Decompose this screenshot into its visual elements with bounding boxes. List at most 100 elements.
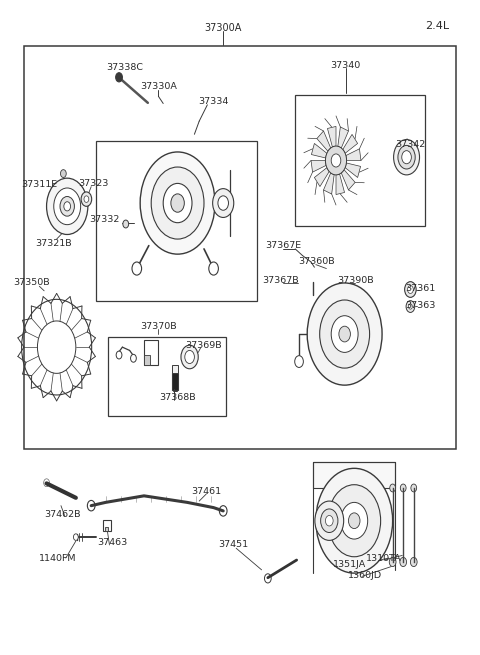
Text: 1310TA: 1310TA [366,553,402,563]
Text: 1140FM: 1140FM [39,553,76,563]
Text: 37338C: 37338C [106,63,144,72]
Text: 37321B: 37321B [36,239,72,248]
Circle shape [398,145,415,169]
Circle shape [264,574,271,583]
Text: 37311E: 37311E [21,180,58,189]
Circle shape [307,283,382,385]
Bar [96,141,257,301]
Circle shape [341,502,368,539]
Circle shape [331,154,341,167]
Circle shape [47,178,88,234]
Polygon shape [346,149,361,160]
Circle shape [316,468,393,573]
Circle shape [295,356,303,367]
Circle shape [64,202,71,211]
Text: 37461: 37461 [192,487,221,496]
Circle shape [151,167,204,239]
Bar [144,340,158,365]
Circle shape [140,152,215,254]
Circle shape [132,262,142,275]
Bar [313,462,395,488]
Circle shape [81,192,92,206]
Polygon shape [314,168,329,187]
Bar [172,365,178,373]
Text: 37367E: 37367E [265,241,301,250]
Text: 37462B: 37462B [44,510,81,519]
Circle shape [400,557,407,567]
Bar [31,316,82,388]
Bar [144,355,150,365]
Polygon shape [343,134,358,153]
Text: 37360B: 37360B [299,257,335,267]
Bar [295,95,425,226]
Bar [105,527,108,531]
Bar [108,337,226,416]
Text: 37330A: 37330A [140,82,177,91]
Text: 37361: 37361 [405,284,435,293]
Text: 37323: 37323 [78,179,109,188]
Circle shape [181,345,198,369]
Text: 37370B: 37370B [140,322,177,331]
Circle shape [394,140,420,175]
Text: 37451: 37451 [218,540,248,550]
Polygon shape [338,127,348,148]
Circle shape [328,485,381,557]
Circle shape [213,189,234,217]
Text: 37369B: 37369B [186,341,222,350]
Circle shape [325,515,333,526]
Polygon shape [327,126,336,147]
Text: 37342: 37342 [395,140,426,149]
Circle shape [320,300,370,368]
Circle shape [54,188,81,225]
Polygon shape [317,131,331,151]
Bar [172,373,178,390]
Circle shape [408,304,412,309]
Bar [24,46,456,449]
Circle shape [60,170,66,178]
Circle shape [131,354,136,362]
Circle shape [406,301,415,312]
Circle shape [321,509,338,533]
Text: 1360JD: 1360JD [348,571,382,580]
Circle shape [44,479,49,487]
Circle shape [389,557,396,567]
Text: 37390B: 37390B [337,276,373,285]
Text: 37463: 37463 [97,538,128,547]
Text: 37367B: 37367B [263,276,299,285]
Text: 2.4L: 2.4L [425,21,449,31]
Polygon shape [312,143,327,158]
Circle shape [331,316,358,352]
Circle shape [171,194,184,212]
Circle shape [408,286,413,293]
Circle shape [405,282,416,297]
Circle shape [339,326,350,342]
Text: 1351JA: 1351JA [333,560,366,569]
Circle shape [348,513,360,529]
Text: 37332: 37332 [89,215,120,224]
Circle shape [411,484,417,492]
Circle shape [209,262,218,275]
Circle shape [218,196,228,210]
Circle shape [400,484,406,492]
Text: 37350B: 37350B [13,278,49,288]
Text: 37368B: 37368B [159,393,196,402]
Circle shape [219,506,227,516]
Circle shape [163,183,192,223]
Circle shape [410,557,417,567]
Circle shape [116,73,122,82]
Text: 37334: 37334 [198,97,229,106]
Polygon shape [345,163,360,178]
Circle shape [87,500,95,511]
Text: 37363: 37363 [405,301,435,310]
Circle shape [123,220,129,228]
Circle shape [185,350,194,364]
Text: 37340: 37340 [330,61,361,70]
Polygon shape [324,173,334,194]
Polygon shape [336,174,345,195]
Circle shape [325,146,347,175]
Circle shape [60,196,74,216]
Circle shape [73,534,78,540]
Polygon shape [311,160,326,172]
Circle shape [84,196,89,202]
Circle shape [390,484,396,492]
